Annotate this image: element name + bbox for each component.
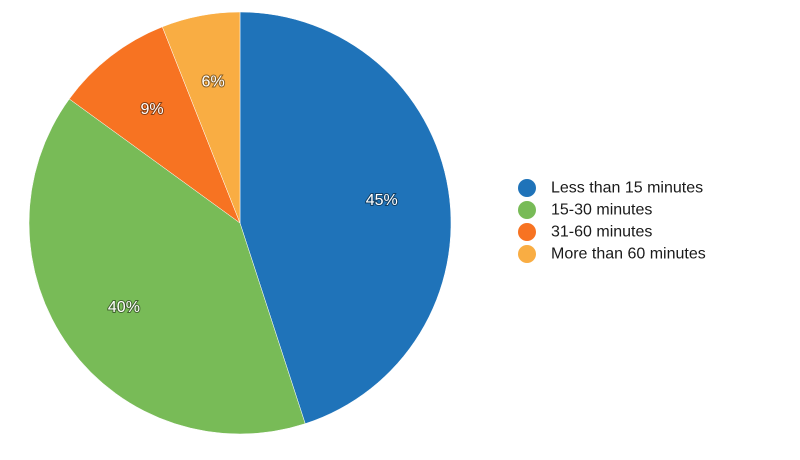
- slice-label-less-than-15-minutes: 45%: [366, 192, 398, 209]
- slice-label-15-30-minutes: 40%: [108, 299, 140, 316]
- legend-label: 15-30 minutes: [551, 202, 652, 219]
- legend-swatch: [518, 201, 536, 219]
- legend-item-more-than-60-minutes[interactable]: More than 60 minutes: [518, 245, 706, 263]
- slice-label-more-than-60-minutes: 6%: [202, 74, 225, 91]
- pie-slice-15-30-minutes[interactable]: [28, 98, 306, 435]
- legend: Less than 15 minutes 15-30 minutes 31-60 m…: [518, 179, 706, 263]
- pie-slice-more-than-60-minutes[interactable]: [162, 11, 241, 224]
- legend-item-less-than-15-minutes[interactable]: Less than 15 minutes: [518, 179, 703, 197]
- legend-swatch: [518, 179, 536, 197]
- pie-slice-labels: 45% 40% 9% 6%: [107, 73, 399, 317]
- legend-item-15-30-minutes[interactable]: 15-30 minutes: [518, 201, 652, 219]
- legend-item-31-60-minutes[interactable]: 31-60 minutes: [518, 223, 652, 241]
- legend-swatch: [518, 245, 536, 263]
- pie-slice-less-than-15-minutes[interactable]: [239, 11, 452, 424]
- pie-slice-31-60-minutes[interactable]: [68, 26, 241, 224]
- pie-slices: [28, 11, 452, 435]
- slice-label-31-60-minutes: 9%: [140, 101, 163, 118]
- legend-label: 31-60 minutes: [551, 224, 652, 241]
- legend-label: More than 60 minutes: [551, 246, 706, 263]
- legend-swatch: [518, 223, 536, 241]
- legend-label: Less than 15 minutes: [551, 180, 703, 197]
